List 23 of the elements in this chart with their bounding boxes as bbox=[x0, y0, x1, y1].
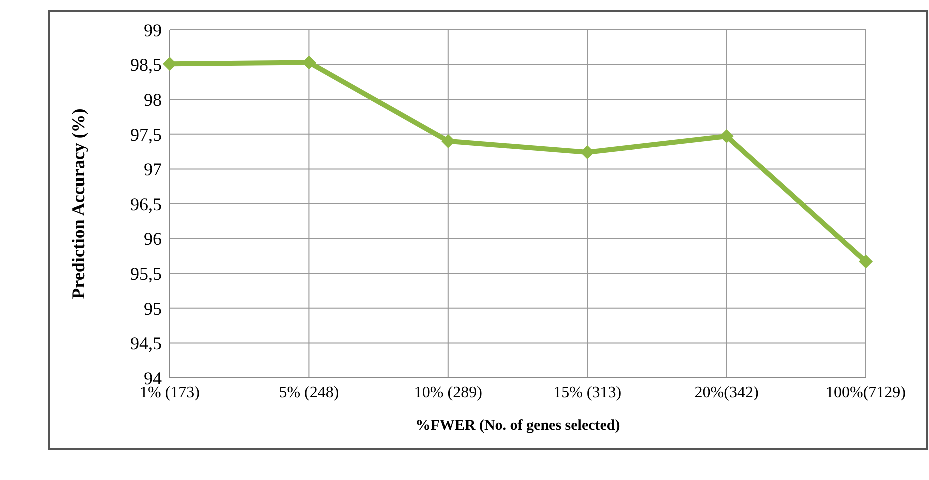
y-tick-label: 97 bbox=[144, 160, 162, 180]
y-axis-title: Prediction Accuracy (%) bbox=[68, 108, 88, 300]
y-tick-label: 95 bbox=[144, 298, 162, 319]
x-tick-label: 5% (248) bbox=[279, 384, 340, 402]
x-tick-label: 20%(342) bbox=[694, 384, 759, 402]
point bbox=[859, 254, 873, 269]
y-tick-label: 98,5 bbox=[130, 55, 162, 76]
y-tick-label: 99 bbox=[144, 20, 162, 40]
y-tick-label: 96 bbox=[144, 229, 162, 250]
y-tick-label: 98 bbox=[144, 90, 162, 110]
y-tick-label: 97,5 bbox=[130, 124, 162, 145]
point bbox=[720, 129, 734, 144]
y-tick-label: 95,5 bbox=[130, 264, 162, 284]
y-tick-label: 96,5 bbox=[130, 194, 162, 214]
y-tick-label: 94,5 bbox=[130, 334, 162, 354]
point bbox=[580, 145, 595, 160]
point bbox=[163, 57, 177, 72]
x-axis-title: %FWER (No. of genes selected) bbox=[416, 418, 620, 434]
x-tick-label: 10% (289) bbox=[414, 384, 482, 402]
x-tick-label: 15% (313) bbox=[554, 384, 622, 402]
x-tick-label: 1% (173) bbox=[140, 384, 200, 402]
point bbox=[441, 134, 456, 148]
x-tick-label: 100%(7129) bbox=[826, 384, 906, 402]
